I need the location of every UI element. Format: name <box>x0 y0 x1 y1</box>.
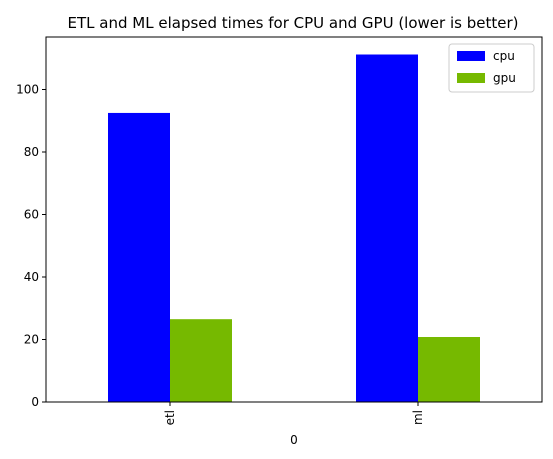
legend-swatch-gpu <box>457 73 485 83</box>
legend: cpu gpu <box>448 43 535 93</box>
plot-frame <box>45 36 543 403</box>
bar-gpu-ml <box>418 337 480 402</box>
bar-cpu-ml <box>356 54 418 402</box>
bars-group <box>108 54 480 402</box>
x-tick-label-etl: etl <box>163 410 177 425</box>
x-axis-label: 0 <box>290 433 298 447</box>
y-tick-label: 80 <box>24 145 39 159</box>
legend-label-gpu: gpu <box>493 71 516 85</box>
y-tick-label: 20 <box>24 333 39 347</box>
y-tick-label: 100 <box>16 83 39 97</box>
x-axis: etl ml <box>163 402 425 425</box>
legend-label-cpu: cpu <box>493 49 515 63</box>
bar-cpu-etl <box>108 112 170 402</box>
y-axis: 0 20 40 60 80 100 <box>16 83 46 409</box>
y-tick-label: 0 <box>31 395 39 409</box>
y-tick-label: 60 <box>24 208 39 222</box>
legend-swatch-cpu <box>457 51 485 61</box>
bar-gpu-etl <box>170 319 232 402</box>
chart-title: ETL and ML elapsed times for CPU and GPU… <box>68 14 519 32</box>
x-tick-label-ml: ml <box>411 410 425 425</box>
y-tick-label: 40 <box>24 270 39 284</box>
